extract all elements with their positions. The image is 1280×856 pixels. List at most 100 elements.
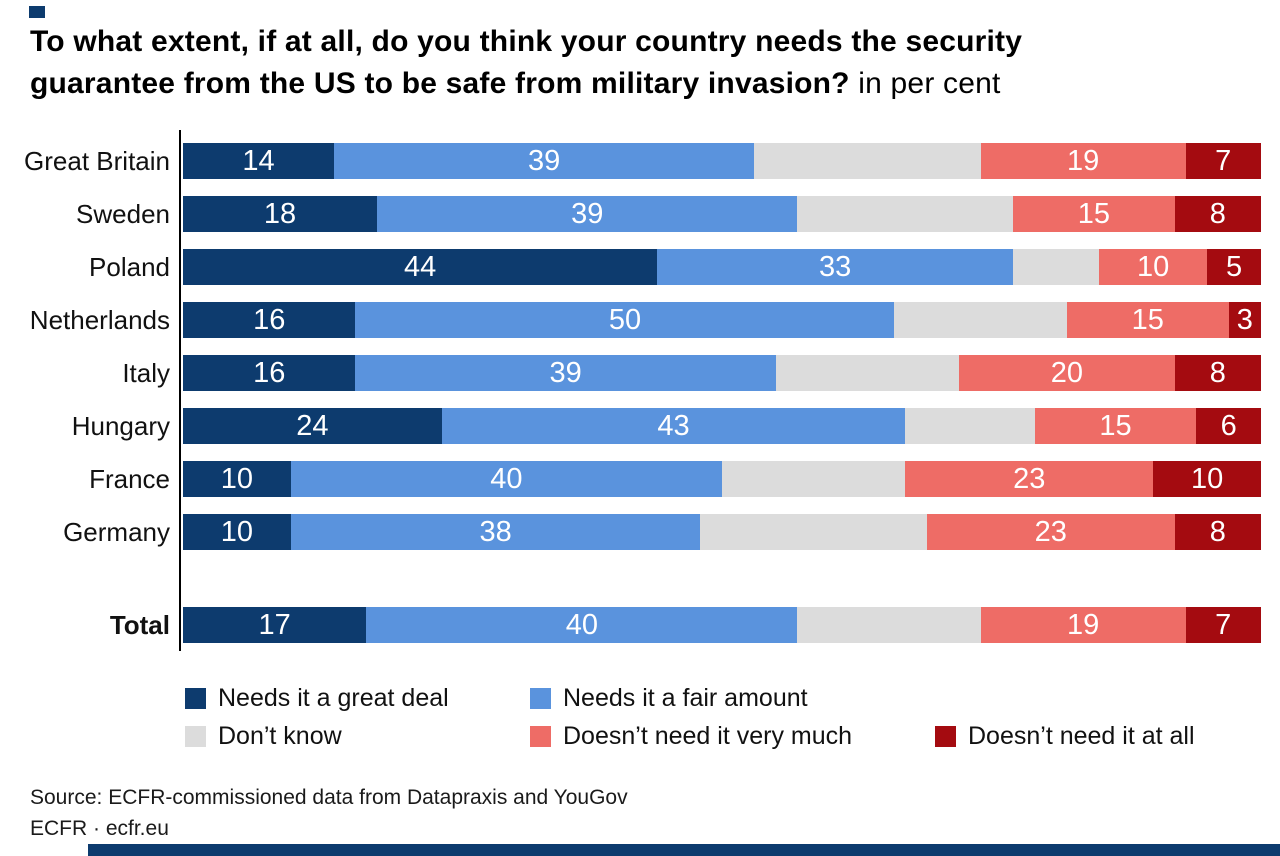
brand-square (29, 6, 45, 18)
bar-segment: 10 (1153, 461, 1261, 497)
bar-segment: 7 (1185, 143, 1261, 179)
legend-label: Doesn’t need it very much (563, 721, 853, 750)
bar-segment: 43 (441, 408, 906, 444)
bar-segment: 39 (377, 196, 798, 232)
stacked-bar: 14 39 19 7 (183, 143, 1261, 179)
bar-segment: 15 (1066, 302, 1229, 338)
bar-segment: 24 (183, 408, 442, 444)
chart-row: Great Britain 14 39 19 7 (0, 143, 1280, 179)
bar-segment: 20 (959, 355, 1175, 391)
bar-segment: 5 (1207, 249, 1261, 285)
value-label: 23 (1013, 463, 1046, 495)
value-label: 17 (258, 609, 291, 641)
bar-segment: 19 (980, 143, 1186, 179)
bar-segment: 3 (1228, 302, 1261, 338)
legend-item: Don’t know (185, 722, 342, 750)
stacked-bar: 16 50 15 3 (183, 302, 1261, 338)
stacked-bar: 17 40 19 7 (183, 607, 1261, 643)
value-label: 8 (1209, 357, 1226, 389)
bar-segment: 39 (333, 143, 755, 179)
legend-item: Doesn’t need it very much (530, 721, 853, 750)
value-label: 14 (242, 145, 275, 177)
category-label: Great Britain (24, 146, 170, 176)
value-label: 19 (1066, 609, 1100, 641)
chart-row: Germany 10 38 23 8 (0, 514, 1280, 550)
value-label: 39 (527, 145, 561, 177)
legend-swatch (530, 725, 551, 747)
value-label: 6 (1220, 410, 1237, 442)
stacked-bar: 24 43 15 6 (183, 408, 1261, 444)
bar-segment (721, 461, 906, 497)
value-label: 24 (296, 410, 329, 442)
value-label: 15 (1099, 410, 1132, 442)
bar-segment: 16 (183, 302, 356, 338)
bar-segment (700, 514, 927, 550)
bar-segment: 10 (183, 514, 291, 550)
legend-item: Doesn’t need it at all (935, 722, 1195, 750)
legend-swatch (185, 687, 206, 709)
legend-item: Needs it a fair amount (530, 683, 808, 712)
bar-segment (797, 196, 1014, 232)
title-subtitle: in per cent (858, 67, 1001, 100)
chart-row: Sweden 18 39 15 8 (0, 196, 1280, 232)
chart-row: Netherlands 16 50 15 3 (0, 302, 1280, 338)
chart-row: Total 17 40 19 7 (0, 607, 1280, 643)
bar-segment (894, 302, 1067, 338)
brand-footer-bar (88, 844, 1280, 856)
bar-segment: 10 (183, 461, 291, 497)
value-label: 10 (220, 516, 254, 548)
value-label: 20 (1050, 357, 1084, 389)
legend-label: Needs it a great deal (218, 683, 449, 712)
value-label: 23 (1034, 516, 1067, 548)
category-label: Hungary (71, 411, 170, 441)
bar-segment (797, 607, 981, 643)
bar-segment (1013, 249, 1100, 285)
value-label: 8 (1209, 516, 1226, 548)
chart-row: France 10 40 23 10 (0, 461, 1280, 497)
category-label: Italy (122, 358, 170, 388)
chart-row: Poland 44 33 10 5 (0, 249, 1280, 285)
bar-segment: 39 (355, 355, 776, 391)
bar-segment: 33 (657, 249, 1014, 285)
bar-segment: 40 (290, 461, 722, 497)
stacked-bar: 18 39 15 8 (183, 196, 1261, 232)
bar-segment: 17 (183, 607, 367, 643)
value-label: 39 (571, 198, 604, 230)
legend-swatch (935, 725, 956, 747)
value-label: 50 (608, 304, 642, 336)
category-label: Total (109, 610, 170, 640)
bar-segment: 7 (1185, 607, 1261, 643)
category-label: Poland (89, 252, 170, 282)
value-label: 8 (1209, 198, 1226, 230)
stacked-bar: 16 39 20 8 (183, 355, 1261, 391)
chart-title: To what extent, if at all, do you think … (30, 21, 1240, 105)
value-label: 43 (657, 410, 690, 442)
bar-segment: 10 (1099, 249, 1208, 285)
category-label: France (89, 464, 170, 494)
value-label: 15 (1131, 304, 1164, 336)
stacked-bar: 44 33 10 5 (183, 249, 1261, 285)
title-line2: guarantee from the US to be safe from mi… (30, 67, 850, 100)
value-label: 3 (1236, 304, 1253, 336)
bar-segment: 23 (926, 514, 1175, 550)
value-label: 39 (549, 357, 582, 389)
value-label: 40 (565, 609, 598, 641)
value-label: 38 (479, 516, 512, 548)
bar-segment: 16 (183, 355, 356, 391)
bar-segment: 15 (1034, 408, 1197, 444)
value-label: 5 (1225, 251, 1243, 283)
bar-segment: 38 (290, 514, 701, 550)
chart-row: Hungary 24 43 15 6 (0, 408, 1280, 444)
bar-segment: 15 (1013, 196, 1175, 232)
bar-segment (905, 408, 1035, 444)
category-label: Sweden (76, 199, 170, 229)
value-label: 16 (253, 357, 286, 389)
value-label: 19 (1066, 145, 1100, 177)
bar-segment (754, 143, 981, 179)
value-label: 10 (220, 463, 254, 495)
value-label: 33 (819, 251, 852, 283)
category-label: Germany (63, 517, 170, 547)
bar-segment: 14 (183, 143, 334, 179)
legend-label: Needs it a fair amount (563, 683, 808, 712)
